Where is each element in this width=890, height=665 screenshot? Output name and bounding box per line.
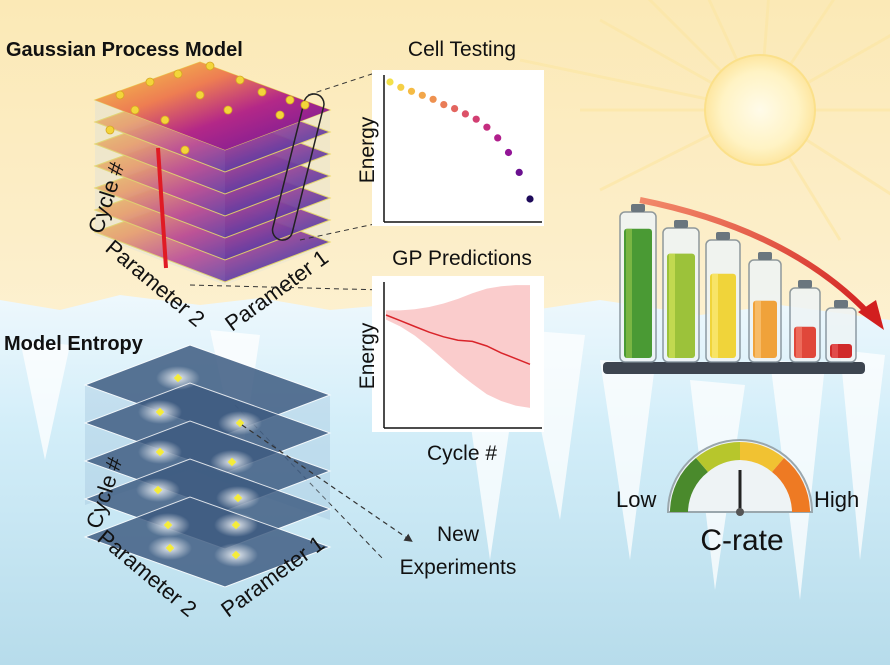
gauge-title: C-rate: [700, 524, 783, 557]
cell-testing-point: [472, 115, 480, 123]
cell-testing-point: [407, 87, 416, 95]
gp-sample-point: [115, 90, 125, 100]
declining-arrow-head: [858, 300, 884, 330]
entropy-point: [227, 457, 237, 467]
gp-sample-point: [160, 115, 170, 125]
battery-terminal: [674, 220, 688, 228]
cell-testing-point: [504, 148, 513, 157]
battery-shelf: [603, 362, 865, 374]
gauge-arc-orange: [772, 458, 810, 512]
new-experiments-line2: Experiments: [400, 556, 517, 579]
cell-testing-point: [418, 91, 426, 99]
gp-uncertainty-band: [386, 285, 530, 408]
cell-testing-point: [429, 95, 437, 103]
entropy-point: [155, 447, 165, 457]
sun: [519, 0, 890, 241]
entropy-point: [153, 485, 163, 495]
battery-highlight: [626, 228, 632, 358]
cell-testing-ylabel: Energy: [356, 116, 379, 183]
entropy-layer: [83, 496, 332, 588]
battery-highlight: [712, 273, 718, 358]
cell-testing-point: [515, 168, 523, 176]
gauge-arc-green: [670, 458, 708, 512]
gp-sample-point: [130, 105, 140, 115]
gp-sample-point: [275, 110, 285, 120]
gp-sample-point: [257, 87, 267, 97]
model-entropy-title: Model Entropy: [4, 333, 144, 355]
gp-predictions-xlabel: Cycle #: [427, 442, 497, 465]
cell-testing-point: [451, 105, 459, 113]
cell-testing-plot-area: [372, 70, 544, 226]
cell-testing-point: [526, 195, 534, 203]
new-experiments-line1: New: [437, 523, 480, 546]
cell-testing-point: [397, 83, 405, 91]
gp-sample-point: [223, 105, 233, 115]
declining-arrow: [639, 197, 873, 318]
c-rate-gauge: Low High C-rate: [616, 439, 859, 557]
gp-predictions-ylabel: Energy: [356, 322, 379, 389]
battery-terminal: [758, 252, 772, 260]
battery-highlight: [755, 300, 761, 358]
cell-testing-point: [494, 134, 502, 142]
battery-highlight: [669, 253, 675, 358]
cell-testing-title: Cell Testing: [408, 38, 516, 61]
gp-predictions-chart: GP Predictions Energy Cycle #: [356, 247, 544, 465]
gauge-arc-lime: [696, 442, 740, 472]
gp-connectors: [189, 69, 385, 561]
gp-sample-point: [180, 145, 190, 155]
battery-terminal: [834, 300, 848, 308]
cell-testing-point: [461, 110, 469, 118]
battery-terminal: [716, 232, 730, 240]
cell-testing-point: [386, 78, 394, 86]
gp-selection-ellipse: [271, 93, 325, 241]
gauge-pivot: [736, 508, 744, 516]
cell-testing-chart: Cell Testing Energy: [356, 38, 544, 226]
gp-sample-point: [105, 125, 115, 135]
entropy-point: [173, 373, 183, 383]
gauge-low-label: Low: [616, 487, 656, 512]
gp-cube: Cycle # Parameter 2 Parameter 1: [83, 61, 333, 336]
gp-sample-point: [195, 90, 205, 100]
gp-sample-point: [235, 75, 245, 85]
gp-model-title: Gaussian Process Model: [6, 39, 243, 61]
gp-sample-point: [173, 69, 183, 79]
cell-testing-point: [440, 101, 448, 109]
gp-cube-side-right: [225, 110, 330, 285]
gp-top-dots: [105, 61, 310, 155]
cell-testing-points: [386, 78, 534, 203]
new-experiments-arrow: [241, 424, 413, 542]
cell-testing-point: [483, 123, 491, 131]
gp-sample-point: [300, 100, 310, 110]
entropy-point: [155, 407, 165, 417]
entropy-point: [233, 493, 243, 503]
battery-highlight: [796, 326, 802, 358]
gp-sample-point: [285, 95, 295, 105]
battery-terminal: [798, 280, 812, 288]
gauge-arc-yellow: [740, 442, 784, 472]
entropy-cube-layers: [83, 344, 332, 588]
battery-group: [603, 197, 884, 374]
batteries: [619, 204, 857, 363]
battery-terminal: [631, 204, 645, 212]
gauge-high-label: High: [814, 487, 859, 512]
entropy-cube: Cycle # Parameter 2 Parameter 1: [81, 344, 332, 622]
gp-sample-point: [205, 61, 215, 71]
gp-mean-line: [385, 314, 531, 365]
battery-highlight: [832, 344, 838, 358]
gp-predictions-title: GP Predictions: [392, 247, 532, 270]
gp-sample-point: [145, 77, 155, 87]
gp-red-line: [156, 147, 168, 269]
